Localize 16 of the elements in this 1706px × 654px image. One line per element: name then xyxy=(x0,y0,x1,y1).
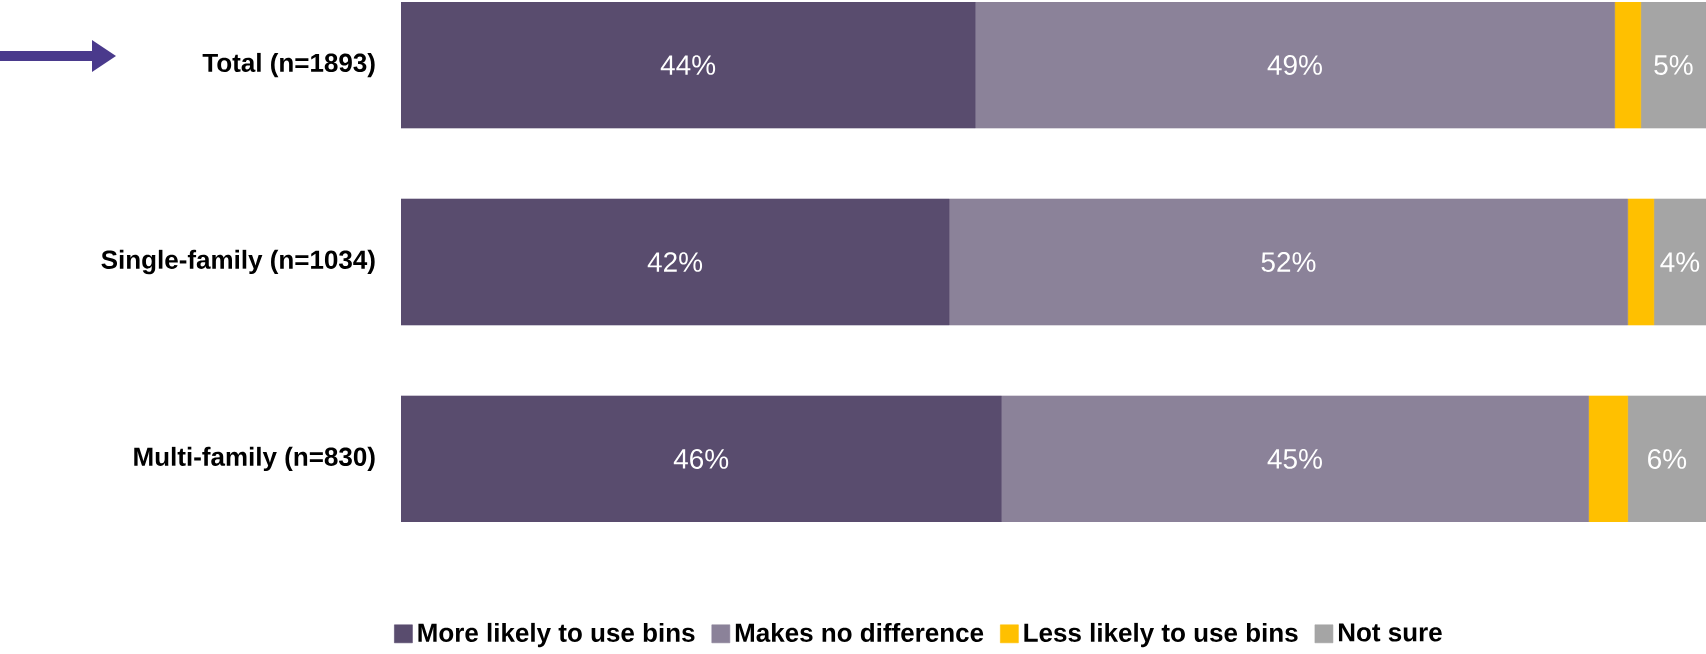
data-label: 45% xyxy=(1267,449,1322,469)
legend-label: Not sure xyxy=(1338,623,1442,642)
data-label: 42% xyxy=(647,252,703,272)
y-tick-label: Multi-family (n=830) xyxy=(134,446,375,472)
data-label: 44% xyxy=(660,55,716,75)
legend-label: Less likely to use bins xyxy=(1024,622,1298,648)
data-label: 52% xyxy=(1261,252,1316,272)
data-label: 49% xyxy=(1267,55,1322,75)
y-tick-label: Single-family (n=1034) xyxy=(101,249,375,275)
data-label: 6% xyxy=(1648,449,1687,469)
data-label: 4% xyxy=(1660,252,1700,272)
legend-label: Makes no difference xyxy=(735,622,984,642)
y-tick-label: Total (n=1893) xyxy=(202,52,375,78)
data-label: 5% xyxy=(1654,55,1693,75)
legend-label: More likely to use bins xyxy=(418,622,695,648)
data-label: 46% xyxy=(673,449,729,469)
